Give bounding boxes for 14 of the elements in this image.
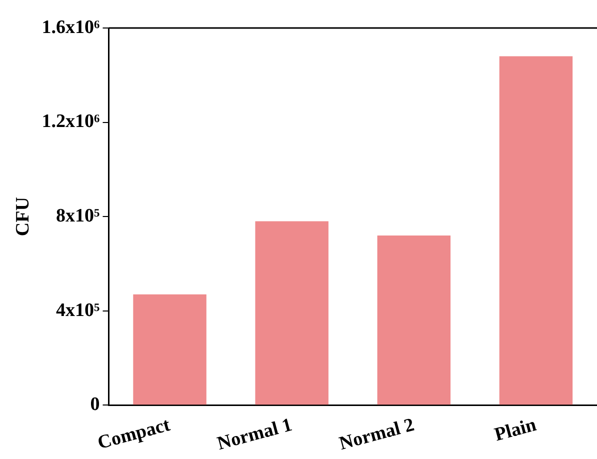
x-tick-label: Normal 2 (337, 414, 416, 455)
x-tick-label: Normal 1 (215, 414, 294, 455)
y-axis-title: CFU (12, 196, 34, 236)
bar (377, 235, 451, 405)
y-tick-label: 4x10⁵ (56, 300, 100, 321)
y-tick-label: 1.6x10⁶ (42, 16, 100, 38)
bar (255, 221, 328, 405)
y-tick-label: 1.2x10⁶ (42, 111, 100, 132)
x-tick-label: Plain (492, 414, 539, 446)
bar (133, 294, 206, 405)
y-tick-label: 8x10⁵ (56, 205, 100, 226)
x-tick-label: Compact (96, 414, 173, 454)
y-tick-label: 0 (90, 394, 100, 416)
bar (499, 56, 573, 405)
